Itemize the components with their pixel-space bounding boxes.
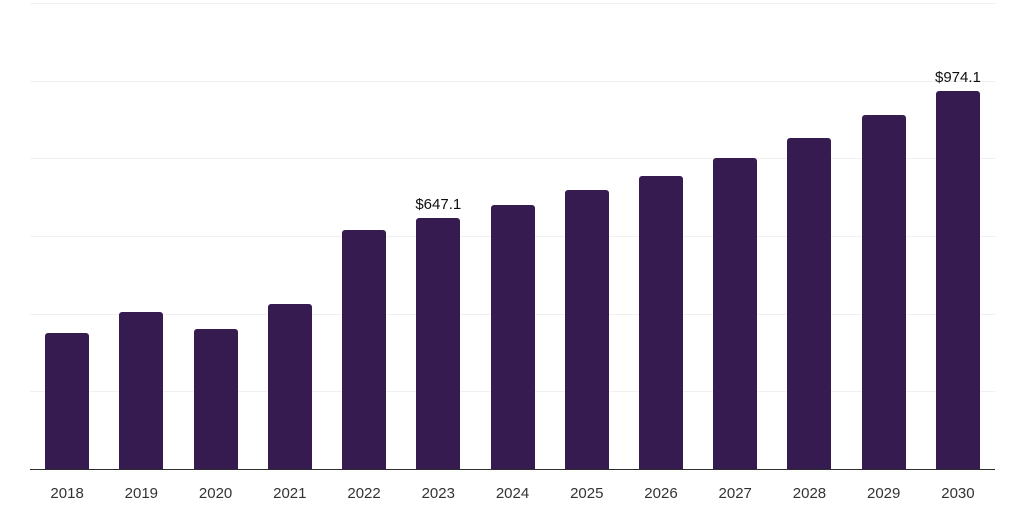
bar-slot-2027 <box>698 3 772 469</box>
bar-2026 <box>638 175 683 469</box>
bar-slot-2024 <box>475 3 549 469</box>
bar-2023 <box>416 217 461 469</box>
x-tick-2026: 2026 <box>644 485 678 502</box>
x-tick-2022: 2022 <box>347 485 381 502</box>
bar-2025 <box>564 189 609 469</box>
bars-row: $647.1 $974.1 <box>30 3 995 469</box>
x-tick-2021: 2021 <box>273 485 307 502</box>
bar-2024 <box>490 204 535 469</box>
bar-2028 <box>787 137 832 469</box>
x-tick-2027: 2027 <box>718 485 752 502</box>
gridline-800 <box>30 158 995 160</box>
gridline-1200 <box>30 3 995 4</box>
bar-slot-2028 <box>772 3 846 469</box>
bar-slot-2021 <box>253 3 327 469</box>
bar-slot-2022 <box>327 3 401 469</box>
x-tick-2029: 2029 <box>867 485 901 502</box>
x-tick-2025: 2025 <box>570 485 604 502</box>
bar-slot-2019 <box>104 3 178 469</box>
plot-area: $647.1 $974.1 <box>30 3 995 470</box>
bar-2021 <box>267 303 312 469</box>
x-tick-2028: 2028 <box>792 485 827 502</box>
bar-2027 <box>713 157 758 469</box>
bar-2029 <box>861 115 906 469</box>
bar-slot-2018 <box>30 3 104 469</box>
x-tick-2018: 2018 <box>50 485 84 502</box>
gridline-1000 <box>30 80 995 82</box>
bar-slot-2030: $974.1 <box>921 3 995 469</box>
x-tick-2019: 2019 <box>124 485 159 502</box>
bar-value-label-2030: $974.1 <box>934 68 981 86</box>
bar-slot-2025 <box>550 3 624 469</box>
x-tick-2030: 2030 <box>941 485 975 502</box>
x-tick-2024: 2024 <box>495 485 530 502</box>
bar-2019 <box>119 311 164 469</box>
bar-2020 <box>193 329 238 469</box>
bar-2018 <box>45 332 90 469</box>
bar-2022 <box>342 230 387 469</box>
bar-slot-2029 <box>847 3 921 469</box>
x-tick-2020: 2020 <box>198 485 233 502</box>
x-tick-2023: 2023 <box>421 485 455 502</box>
x-axis: 2018 2019 2020 2021 2022 2023 2024 2025 2026 2027… <box>30 485 995 502</box>
bar-slot-2026 <box>624 3 698 469</box>
bar-slot-2023: $647.1 <box>401 3 475 469</box>
bar-slot-2020 <box>178 3 252 469</box>
bar-value-label-2023: $647.1 <box>415 195 462 213</box>
bar-2030 <box>935 90 980 469</box>
